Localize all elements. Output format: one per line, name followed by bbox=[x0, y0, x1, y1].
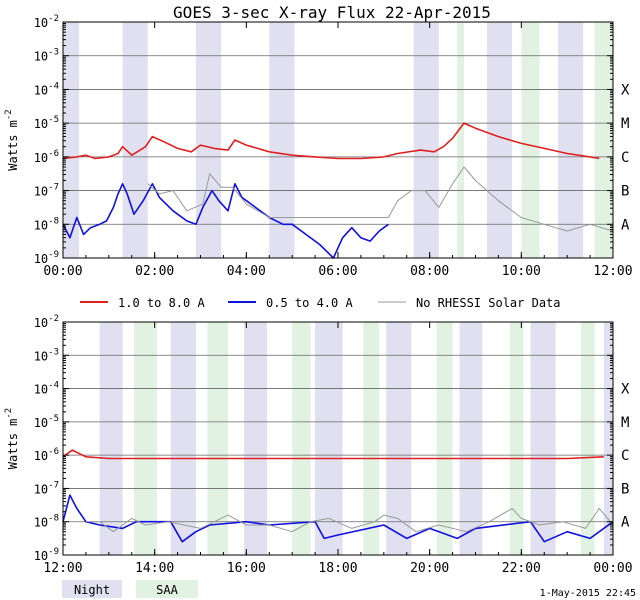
top-saa-band-1 bbox=[521, 22, 540, 258]
bottom-night-band-3 bbox=[315, 322, 343, 555]
bottom-night-band-7 bbox=[603, 322, 613, 555]
bottom-night-band-4 bbox=[386, 322, 412, 555]
top-ytick-label-5: 10-4 bbox=[34, 81, 59, 97]
top-xtick-label-1: 02:00 bbox=[135, 264, 174, 279]
top-xtick-label-6: 12:00 bbox=[593, 264, 632, 279]
bottom-xtick-label-0: 12:00 bbox=[43, 561, 82, 576]
bottom-saa-band-2 bbox=[292, 322, 311, 555]
bottom-ylabel: Watts m-2 bbox=[4, 408, 20, 469]
footer-date: 1-May-2015 22:45 bbox=[540, 588, 636, 599]
top-night-band-4 bbox=[413, 22, 439, 258]
bottom-xtick-label-2: 16:00 bbox=[227, 561, 266, 576]
top-ylabel: Watts m-2 bbox=[4, 109, 20, 170]
chart-title: GOES 3-sec X-ray Flux 22-Apr-2015 bbox=[173, 3, 491, 22]
top-saa-band-2 bbox=[594, 22, 613, 258]
top-xtick-label-4: 08:00 bbox=[410, 264, 449, 279]
top-xtick-label-3: 06:00 bbox=[318, 264, 357, 279]
bottom-long-flux-line bbox=[62, 449, 604, 460]
top-xtick-label-0: 00:00 bbox=[43, 264, 82, 279]
legend-short-label: 0.5 to 4.0 A bbox=[266, 296, 353, 310]
bottom-panel: 12:00 14:00 16:00 18:00 20:00 22:00 00:00 10-9 1… bbox=[4, 314, 633, 576]
bottom-ytick-label-3: 10-6 bbox=[34, 447, 59, 463]
bottom-saa-band-3 bbox=[363, 322, 380, 555]
bottom-grid bbox=[63, 354, 613, 523]
top-norhessi-flux-line bbox=[147, 166, 614, 232]
top-long-flux-line bbox=[62, 122, 600, 160]
band-legend: Night SAA bbox=[62, 580, 198, 598]
bottom-saa-band-0 bbox=[134, 322, 157, 555]
bottom-saa-band-1 bbox=[207, 322, 228, 555]
bottom-ytick-label-7: 10-2 bbox=[34, 314, 59, 330]
top-saa-band-0 bbox=[457, 22, 465, 258]
bottom-night-band-5 bbox=[459, 322, 483, 555]
top-ytick-label-7: 10-2 bbox=[34, 14, 59, 30]
legend-norhessi-label: No RHESSI Solar Data bbox=[416, 296, 561, 310]
bottom-bands bbox=[99, 322, 613, 555]
bottom-ytick-label-0: 10-9 bbox=[34, 547, 59, 563]
top-short-flux-line bbox=[62, 183, 389, 259]
top-ytick-label-2: 10-7 bbox=[34, 183, 59, 199]
bottom-saa-band-6 bbox=[580, 322, 595, 555]
top-night-band-1 bbox=[122, 22, 148, 258]
bottom-night-band-1 bbox=[170, 322, 196, 555]
top-class-label-C: C bbox=[621, 150, 629, 166]
top-night-band-3 bbox=[269, 22, 295, 258]
top-bands bbox=[63, 22, 613, 258]
bottom-xtick-label-1: 14:00 bbox=[135, 561, 174, 576]
legend-long-label: 1.0 to 8.0 A bbox=[118, 296, 205, 310]
top-ytick-label-3: 10-6 bbox=[34, 149, 59, 165]
top-class-label-A: A bbox=[621, 217, 630, 233]
top-xtick-label-5: 10:00 bbox=[502, 264, 541, 279]
legend-night-label: Night bbox=[74, 583, 110, 597]
top-night-band-6 bbox=[558, 22, 584, 258]
top-ytick-label-1: 10-8 bbox=[34, 216, 59, 232]
top-night-band-0 bbox=[63, 22, 80, 258]
legend-saa-swatch bbox=[136, 580, 198, 598]
bottom-class-label-M: M bbox=[621, 415, 629, 431]
bottom-norhessi-flux-line bbox=[85, 507, 614, 533]
top-ytick-label-4: 10-5 bbox=[34, 115, 59, 131]
bottom-series bbox=[62, 449, 614, 543]
bottom-xtick-label-4: 20:00 bbox=[410, 561, 449, 576]
bottom-night-band-0 bbox=[99, 322, 123, 555]
bottom-ytick-label-2: 10-7 bbox=[34, 480, 59, 496]
series-legend: 1.0 to 8.0 A 0.5 to 4.0 A No RHESSI Sola… bbox=[80, 296, 561, 310]
bottom-ytick-label-6: 10-3 bbox=[34, 347, 59, 363]
legend-night-swatch bbox=[62, 580, 122, 598]
bottom-saa-band-4 bbox=[436, 322, 453, 555]
bottom-class-label-A: A bbox=[621, 515, 630, 531]
top-class-label-M: M bbox=[621, 116, 629, 132]
bottom-saa-band-5 bbox=[509, 322, 524, 555]
top-ytick-label-6: 10-3 bbox=[34, 48, 59, 64]
top-ytick-label-0: 10-9 bbox=[34, 250, 59, 266]
top-grid bbox=[63, 55, 613, 225]
bottom-xtick-label-6: 00:00 bbox=[593, 561, 632, 576]
bottom-ytick-label-4: 10-5 bbox=[34, 414, 59, 430]
top-night-band-2 bbox=[195, 22, 222, 258]
legend-saa-label: SAA bbox=[156, 583, 178, 597]
bottom-xtick-label-5: 22:00 bbox=[502, 561, 541, 576]
top-panel: 00:00 02:00 04:00 06:00 08:00 10:00 12:00 10-9 1… bbox=[4, 14, 633, 279]
top-axes: 00:00 02:00 04:00 06:00 08:00 10:00 12:00 10-9 1… bbox=[4, 14, 633, 279]
bottom-night-band-2 bbox=[244, 322, 267, 555]
top-xtick-label-2: 04:00 bbox=[227, 264, 266, 279]
bottom-class-label-C: C bbox=[621, 448, 629, 464]
bottom-axes: 12:00 14:00 16:00 18:00 20:00 22:00 00:00 10-9 1… bbox=[4, 314, 633, 576]
top-class-label-X: X bbox=[621, 82, 630, 98]
bottom-class-label-B: B bbox=[621, 481, 629, 497]
top-class-label-B: B bbox=[621, 184, 629, 200]
bottom-class-label-X: X bbox=[621, 382, 630, 398]
bottom-night-band-6 bbox=[530, 322, 556, 555]
bottom-ytick-label-5: 10-4 bbox=[34, 381, 59, 397]
bottom-ytick-label-1: 10-8 bbox=[34, 514, 59, 530]
bottom-xtick-label-3: 18:00 bbox=[318, 561, 357, 576]
